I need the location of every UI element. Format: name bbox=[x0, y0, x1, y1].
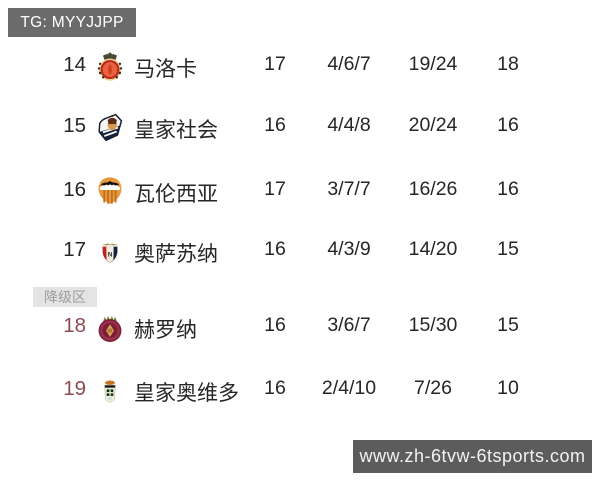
svg-text:N: N bbox=[108, 252, 112, 258]
